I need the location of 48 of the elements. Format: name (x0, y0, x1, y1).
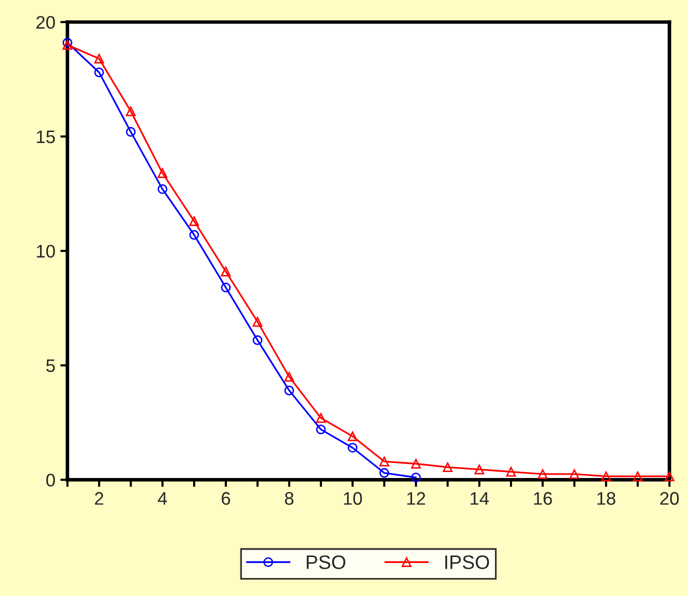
point (379, 468, 390, 478)
x-tick-label: 12 (407, 492, 426, 505)
point (62, 40, 72, 50)
x-tick-label: 20 (660, 492, 679, 505)
x-tick-label: 8 (284, 492, 294, 505)
point (158, 168, 168, 178)
point (411, 472, 421, 482)
x-tick-label: 2 (94, 492, 104, 505)
point (348, 431, 358, 442)
point (126, 127, 136, 137)
point (220, 282, 231, 292)
point (94, 68, 104, 78)
point (601, 471, 611, 482)
y-tick-label: 0 (46, 474, 55, 486)
point (252, 317, 262, 327)
y-tick-label: 15 (36, 130, 55, 144)
point (538, 469, 548, 479)
x-tick-label: 4 (158, 492, 167, 505)
point (158, 184, 168, 194)
point (189, 230, 200, 240)
x-tick-label: 16 (534, 492, 552, 505)
y-tick-label: 10 (36, 244, 55, 258)
point (348, 442, 358, 453)
point (316, 413, 326, 423)
y-tick-label: 20 (36, 16, 55, 29)
x-tick-label: 6 (222, 492, 230, 505)
point (632, 471, 643, 482)
legend-label: IPSO (445, 555, 490, 570)
point (126, 106, 136, 116)
point (664, 471, 674, 482)
point (506, 466, 516, 477)
point (284, 372, 294, 382)
x-tick-label: 18 (597, 492, 616, 505)
point (252, 335, 262, 346)
point (474, 464, 484, 474)
point (94, 54, 104, 64)
point (189, 216, 200, 226)
point (442, 462, 452, 472)
x-tick-label: 14 (470, 492, 489, 505)
legend-label: PSO (306, 555, 346, 570)
x-tick-label: 10 (344, 492, 362, 505)
point (379, 456, 390, 466)
point (570, 469, 580, 479)
point (411, 458, 421, 469)
point (284, 386, 294, 396)
point (316, 424, 326, 434)
point (220, 266, 231, 276)
y-tick-label: 5 (46, 359, 55, 372)
